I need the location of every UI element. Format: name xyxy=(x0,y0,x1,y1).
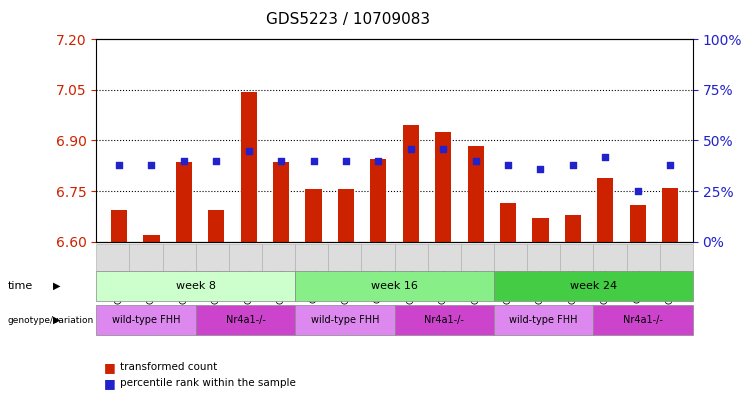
Point xyxy=(567,162,579,168)
Bar xyxy=(338,189,354,242)
Bar xyxy=(532,218,548,242)
Text: percentile rank within the sample: percentile rank within the sample xyxy=(120,378,296,388)
Text: GDS5223 / 10709083: GDS5223 / 10709083 xyxy=(266,12,431,27)
Bar xyxy=(176,162,192,242)
Point xyxy=(275,158,287,164)
Text: Nr4a1-/-: Nr4a1-/- xyxy=(623,315,663,325)
Point xyxy=(178,158,190,164)
Text: wild-type FHH: wild-type FHH xyxy=(510,315,578,325)
Point xyxy=(632,188,644,194)
Bar xyxy=(143,235,159,242)
Point xyxy=(470,158,482,164)
Bar xyxy=(402,125,419,242)
Bar xyxy=(500,203,516,242)
Text: Nr4a1-/-: Nr4a1-/- xyxy=(425,315,464,325)
Bar xyxy=(273,162,289,242)
Bar xyxy=(111,209,127,242)
Point xyxy=(210,158,222,164)
Text: ■: ■ xyxy=(104,361,116,374)
Point xyxy=(308,158,319,164)
Bar xyxy=(630,205,646,242)
Point xyxy=(145,162,157,168)
Bar xyxy=(370,159,387,242)
Bar xyxy=(662,188,678,242)
Bar xyxy=(305,189,322,242)
Bar xyxy=(435,132,451,242)
Point xyxy=(599,154,611,160)
Point xyxy=(113,162,125,168)
Point xyxy=(243,147,255,154)
Point xyxy=(405,145,416,152)
Text: wild-type FHH: wild-type FHH xyxy=(310,315,379,325)
Text: transformed count: transformed count xyxy=(120,362,217,373)
Bar xyxy=(241,92,257,242)
Text: Nr4a1-/-: Nr4a1-/- xyxy=(225,315,265,325)
Bar xyxy=(468,145,484,242)
Point xyxy=(502,162,514,168)
Text: ■: ■ xyxy=(104,376,116,390)
Point xyxy=(340,158,352,164)
Text: wild-type FHH: wild-type FHH xyxy=(112,315,180,325)
Bar xyxy=(565,215,581,242)
Point xyxy=(534,166,546,172)
Point xyxy=(664,162,676,168)
Text: week 24: week 24 xyxy=(570,281,617,291)
Point xyxy=(437,145,449,152)
Text: ▶: ▶ xyxy=(53,281,61,291)
Text: ▶: ▶ xyxy=(53,315,61,325)
Text: genotype/variation: genotype/variation xyxy=(7,316,93,325)
Text: week 8: week 8 xyxy=(176,281,216,291)
Text: week 16: week 16 xyxy=(371,281,418,291)
Text: time: time xyxy=(7,281,33,291)
Bar xyxy=(597,178,614,242)
Point xyxy=(373,158,385,164)
Bar xyxy=(208,209,225,242)
